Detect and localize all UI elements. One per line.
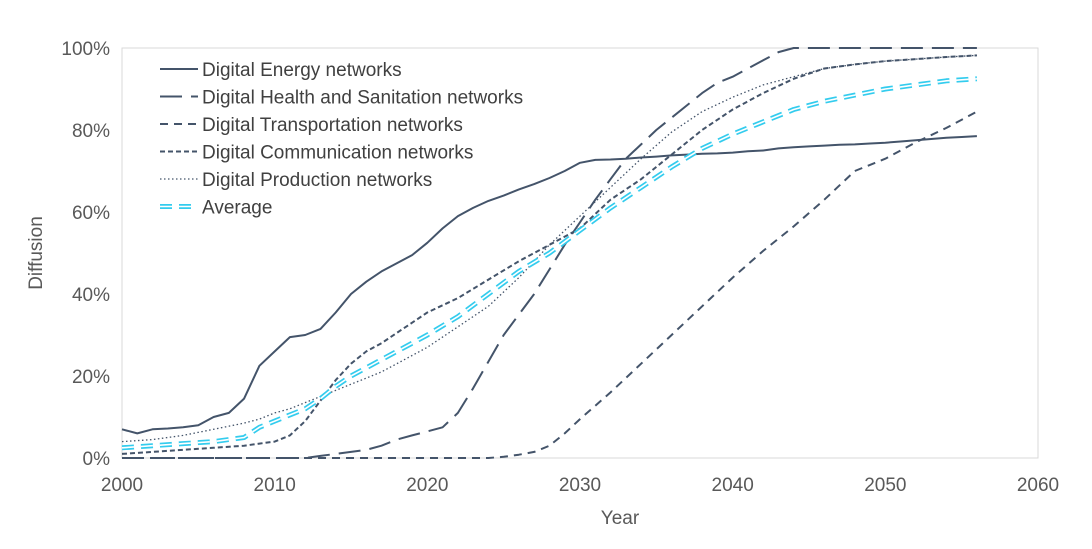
axes: 0% 20% 40% 60% 80% 100% 2000 2010 2020 2030 2040 20… bbox=[26, 39, 1059, 529]
legend-item-production: Digital Production networks bbox=[160, 170, 432, 191]
x-axis-label: Year bbox=[601, 508, 640, 529]
legend-label: Digital Health and Sanitation networks bbox=[202, 88, 523, 109]
x-tick-label: 2010 bbox=[254, 475, 296, 496]
x-tick-label: 2040 bbox=[712, 475, 754, 496]
legend-label: Digital Production networks bbox=[202, 170, 432, 191]
series-line-transportation bbox=[122, 110, 978, 459]
legend: Digital Energy networks Digital Health an… bbox=[160, 60, 523, 219]
y-tick-label: 0% bbox=[83, 449, 111, 470]
legend-label: Average bbox=[202, 198, 272, 219]
x-tick-label: 2020 bbox=[406, 475, 448, 496]
y-tick-label: 80% bbox=[72, 121, 110, 142]
legend-item-communication: Digital Communication networks bbox=[160, 143, 473, 164]
y-tick-label: 100% bbox=[61, 39, 110, 60]
y-tick-label: 20% bbox=[72, 367, 110, 388]
series-lines bbox=[121, 47, 978, 459]
series-line-health-sanitation bbox=[122, 47, 977, 459]
legend-item-health-sanitation: Digital Health and Sanitation networks bbox=[160, 88, 523, 109]
x-tick-label: 2000 bbox=[101, 475, 143, 496]
legend-label: Digital Communication networks bbox=[202, 143, 473, 164]
plot-area-border bbox=[121, 47, 1039, 459]
y-axis-label: Diffusion bbox=[26, 216, 47, 290]
series-line-energy bbox=[121, 135, 977, 435]
y-tick-label: 40% bbox=[72, 285, 110, 306]
series-line-average-inner bbox=[121, 78, 977, 449]
legend-label: Digital Transportation networks bbox=[202, 115, 463, 136]
legend-item-average: Average bbox=[160, 198, 272, 219]
x-tick-label: 2050 bbox=[864, 475, 906, 496]
legend-item-energy: Digital Energy networks bbox=[160, 60, 402, 81]
series-line-communication bbox=[121, 54, 977, 455]
legend-item-transportation: Digital Transportation networks bbox=[160, 115, 463, 136]
y-tick-label: 60% bbox=[72, 203, 110, 224]
x-tick-label: 2060 bbox=[1017, 475, 1059, 496]
legend-label: Digital Energy networks bbox=[202, 60, 402, 81]
x-tick-label: 2030 bbox=[559, 475, 601, 496]
